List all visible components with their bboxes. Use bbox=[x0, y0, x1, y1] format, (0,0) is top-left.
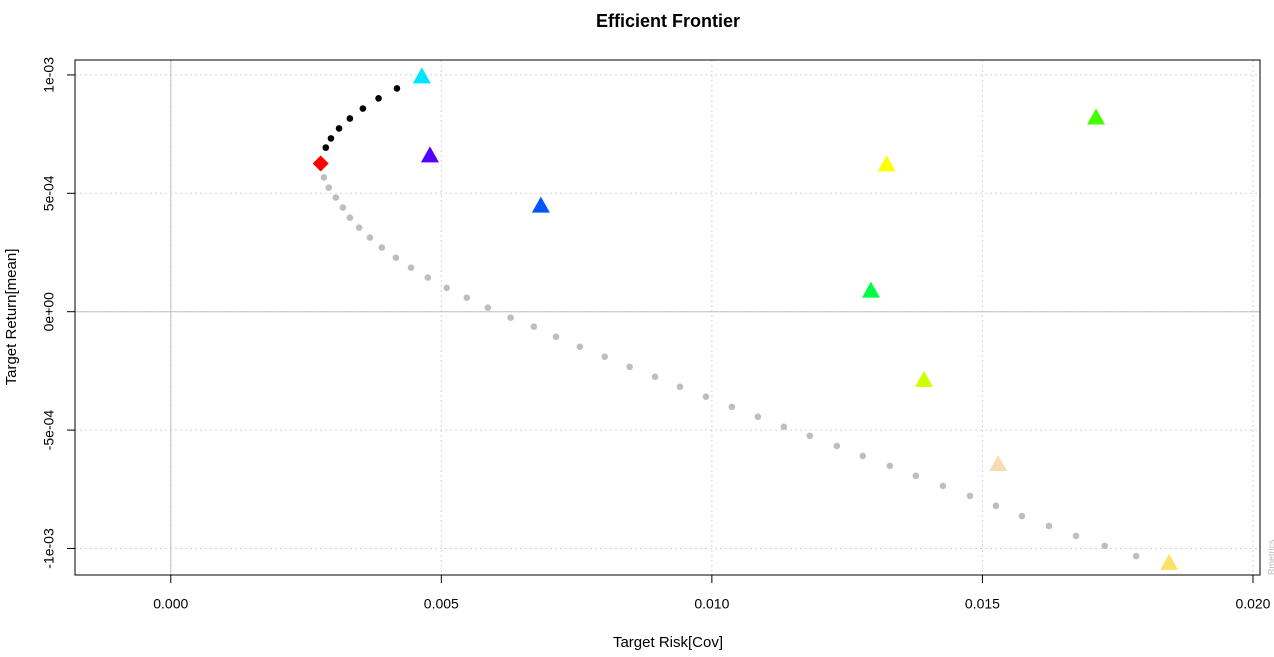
point bbox=[320, 174, 328, 181]
point bbox=[754, 413, 762, 421]
point bbox=[1018, 512, 1026, 520]
point bbox=[443, 284, 451, 292]
point bbox=[806, 432, 814, 440]
y-tick-label: -5e-04 bbox=[41, 410, 57, 451]
point bbox=[378, 244, 386, 251]
point bbox=[780, 423, 788, 431]
point bbox=[702, 393, 710, 401]
point bbox=[576, 343, 584, 351]
asset-point bbox=[914, 370, 933, 387]
y-tick-label: 0e+00 bbox=[41, 292, 57, 332]
point bbox=[339, 204, 347, 211]
point bbox=[601, 353, 609, 360]
point bbox=[939, 482, 947, 490]
asset-point bbox=[989, 454, 1008, 471]
point bbox=[346, 214, 354, 221]
point bbox=[359, 105, 367, 112]
point bbox=[463, 294, 471, 302]
point bbox=[322, 144, 330, 151]
point bbox=[833, 442, 841, 450]
point bbox=[912, 472, 920, 480]
point bbox=[393, 85, 401, 92]
point bbox=[530, 323, 538, 330]
y-axis-label: Target Return[mean] bbox=[3, 249, 20, 386]
x-tick-label: 0.010 bbox=[694, 596, 729, 612]
asset-point bbox=[861, 281, 880, 298]
plot-frame bbox=[74, 59, 1261, 576]
x-tick-label: 0.015 bbox=[965, 596, 1000, 612]
point bbox=[327, 135, 335, 142]
point bbox=[552, 333, 560, 341]
y-tick-label: 1e-03 bbox=[41, 57, 57, 93]
point bbox=[1045, 522, 1053, 530]
x-axis-label: Target Risk[Cov] bbox=[613, 634, 723, 651]
asset-point bbox=[531, 196, 550, 213]
point bbox=[886, 462, 894, 470]
x-tick-label: 0.000 bbox=[153, 596, 188, 612]
chart-title: Efficient Frontier bbox=[596, 11, 740, 31]
watermark: Rmetrics bbox=[1266, 539, 1274, 575]
point bbox=[507, 314, 514, 321]
point bbox=[1072, 532, 1080, 540]
y-tick-label: -1e-03 bbox=[41, 528, 57, 569]
point bbox=[484, 304, 492, 311]
y-tick-label: 5e-04 bbox=[41, 175, 57, 211]
point bbox=[626, 363, 633, 371]
point bbox=[346, 115, 354, 122]
point bbox=[366, 234, 374, 241]
asset-point bbox=[412, 67, 431, 84]
asset-point bbox=[420, 146, 439, 163]
point bbox=[407, 264, 415, 271]
point bbox=[651, 373, 659, 381]
point bbox=[424, 274, 432, 281]
point bbox=[325, 184, 333, 191]
point bbox=[1101, 542, 1109, 550]
point bbox=[992, 502, 1000, 510]
point bbox=[859, 452, 867, 460]
point bbox=[966, 492, 974, 500]
point bbox=[355, 224, 363, 231]
point bbox=[1132, 552, 1140, 560]
point bbox=[335, 125, 343, 132]
x-tick-label: 0.020 bbox=[1235, 596, 1270, 612]
x-tick-label: 0.005 bbox=[424, 596, 459, 612]
point bbox=[676, 383, 684, 391]
asset-point bbox=[1087, 108, 1106, 125]
point bbox=[392, 254, 400, 262]
asset-point bbox=[877, 155, 896, 172]
asset-point bbox=[1160, 553, 1179, 570]
point bbox=[728, 403, 736, 411]
point bbox=[375, 95, 382, 102]
min-variance-point bbox=[312, 155, 329, 172]
point bbox=[332, 194, 340, 201]
